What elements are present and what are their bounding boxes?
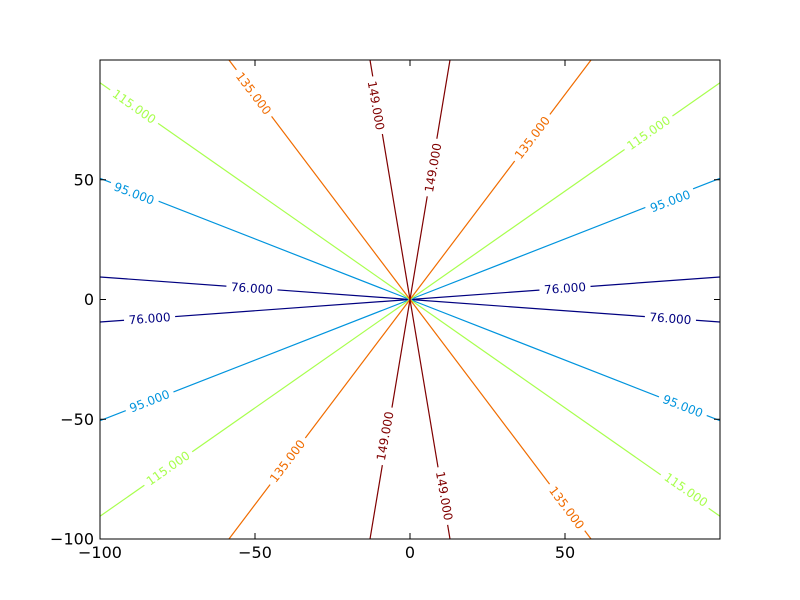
contour-label-gap	[508, 109, 557, 166]
contour-label-gap	[656, 389, 710, 424]
contour-label-gap	[431, 465, 457, 527]
contour-label-gap	[263, 433, 312, 490]
contour-label-text: 115.000	[144, 448, 193, 488]
contour-label-95-1: 95.000	[643, 184, 698, 218]
contour-label-95-0: 95.000	[107, 177, 161, 211]
contour-label-gap	[372, 405, 399, 467]
x-tick-label: −100	[78, 543, 122, 562]
contour-label-text: 95.000	[661, 392, 705, 420]
contour-label-gap	[229, 65, 278, 122]
contour-label-text: 115.000	[662, 470, 711, 510]
axis-ticks: −100 −50 0 50 −100 −50 0 50	[50, 60, 720, 562]
contour-label-gap	[139, 445, 197, 492]
contour-label-gap	[105, 83, 163, 130]
y-tick-label: 0	[84, 290, 94, 309]
contour-label-115-3: 115.000	[657, 466, 715, 514]
contour-label-gap	[643, 184, 698, 218]
contour-label-text: 135.000	[546, 484, 587, 532]
contour-label-gap	[107, 177, 161, 211]
contour-label-76-2: 76.000	[123, 308, 176, 329]
y-tick-label: 50	[74, 170, 94, 189]
contour-label-95-2: 95.000	[122, 384, 177, 419]
plot-area	[99, 59, 721, 540]
contour-label-135-1: 135.000	[508, 109, 557, 166]
contour-label-text: 135.000	[233, 70, 274, 118]
contour-label-gap	[420, 137, 447, 198]
contour-label-gap	[538, 278, 592, 299]
contour-label-135-3: 135.000	[542, 479, 591, 537]
contour-label-gap	[122, 384, 177, 419]
contour-line-135-0	[228, 299, 411, 540]
contour-label-text: 115.000	[110, 87, 159, 127]
contour-label-text: 115.000	[624, 113, 673, 153]
contour-label-text: 76.000	[230, 280, 273, 297]
contour-label-149-2: 149.000	[372, 405, 399, 467]
y-tick-label: −100	[50, 530, 94, 549]
contour-line-115-1	[409, 82, 721, 300]
contour-label-149-0: 149.000	[362, 75, 389, 136]
x-tick-label: 50	[555, 543, 575, 562]
contour-label-gap	[362, 75, 389, 136]
contour-label-gap	[542, 479, 591, 537]
contour-label-76-3: 76.000	[644, 308, 697, 329]
contour-label-115-2: 115.000	[139, 445, 197, 492]
contour-label-text: 95.000	[127, 387, 171, 415]
contour-label-95-3: 95.000	[656, 389, 710, 424]
contour-label-text: 95.000	[648, 187, 692, 215]
contour-label-135-0: 135.000	[229, 65, 278, 122]
contour-label-gap	[620, 109, 678, 157]
contour-line-135-2	[409, 59, 592, 300]
contour-label-text: 135.000	[512, 114, 553, 162]
x-tick-label: −50	[238, 543, 272, 562]
contour-label-115-1: 115.000	[620, 109, 678, 157]
contour-label-gap	[657, 466, 715, 514]
contour-label-text: 135.000	[267, 437, 308, 485]
x-tick-label: 0	[405, 543, 415, 562]
contour-label-text: 76.000	[128, 310, 171, 327]
contour-label-115-0: 115.000	[105, 83, 163, 130]
contour-label-text: 76.000	[649, 310, 692, 327]
y-tick-label: −50	[60, 410, 94, 429]
contour-label-gap	[644, 308, 697, 329]
contour-label-text: 95.000	[112, 180, 156, 208]
contour-label-76-0: 76.000	[225, 278, 278, 299]
contour-label-gap	[225, 278, 278, 299]
contour-label-149-1: 149.000	[420, 137, 447, 198]
contour-label-text: 76.000	[544, 280, 587, 297]
contour-label-76-1: 76.000	[538, 278, 592, 299]
contour-label-149-3: 149.000	[431, 465, 457, 527]
contour-label-135-2: 135.000	[263, 433, 312, 490]
contour-label-gap	[123, 308, 176, 329]
